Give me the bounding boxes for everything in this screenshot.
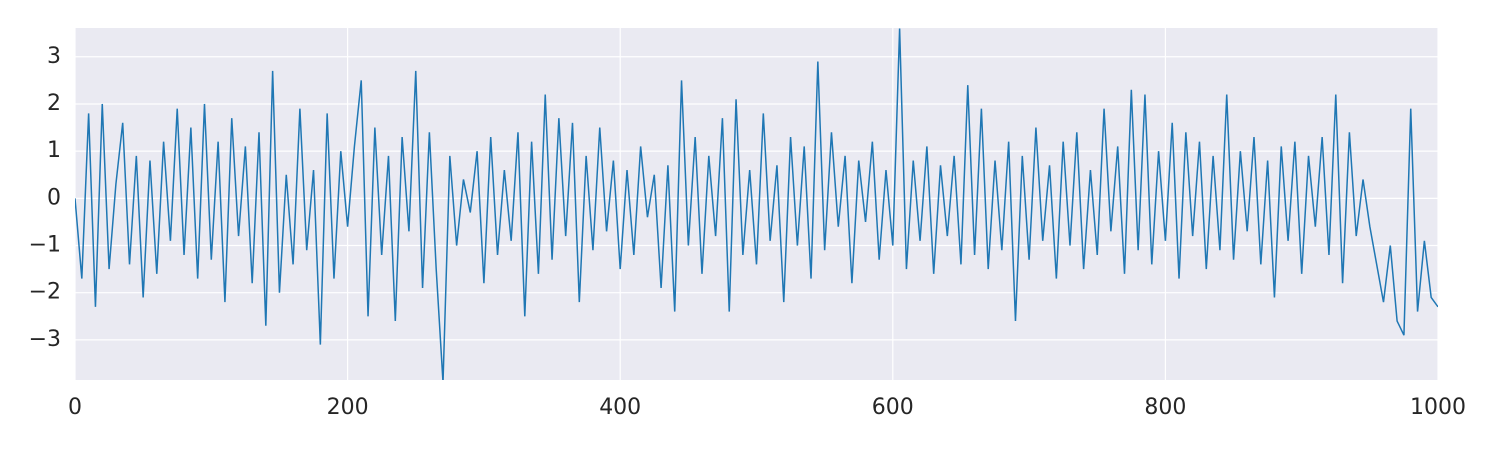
y-tick-label: 1 [47,138,61,163]
x-tick-label: 1000 [1410,395,1466,420]
x-tick-label: 200 [327,395,369,420]
grid [74,28,1439,380]
y-tick-label: 0 [47,185,61,210]
x-tick-label: 800 [1144,395,1186,420]
y-tick-label: 2 [47,91,61,116]
x-tick-label: 0 [68,395,82,420]
lines [75,28,1438,380]
x-tick-label: 600 [872,395,914,420]
y-tick-label: −3 [29,327,61,352]
labels: −3 −2 −1 0 1 2 3 0 200 400 600 800 1000 [29,44,1466,420]
y-tick-label: −1 [29,233,61,258]
x-tick-label: 400 [599,395,641,420]
plot-area [75,28,1438,380]
y-tick-label: 3 [47,44,61,69]
data-line [75,28,1438,380]
y-tick-label: −2 [29,280,61,305]
